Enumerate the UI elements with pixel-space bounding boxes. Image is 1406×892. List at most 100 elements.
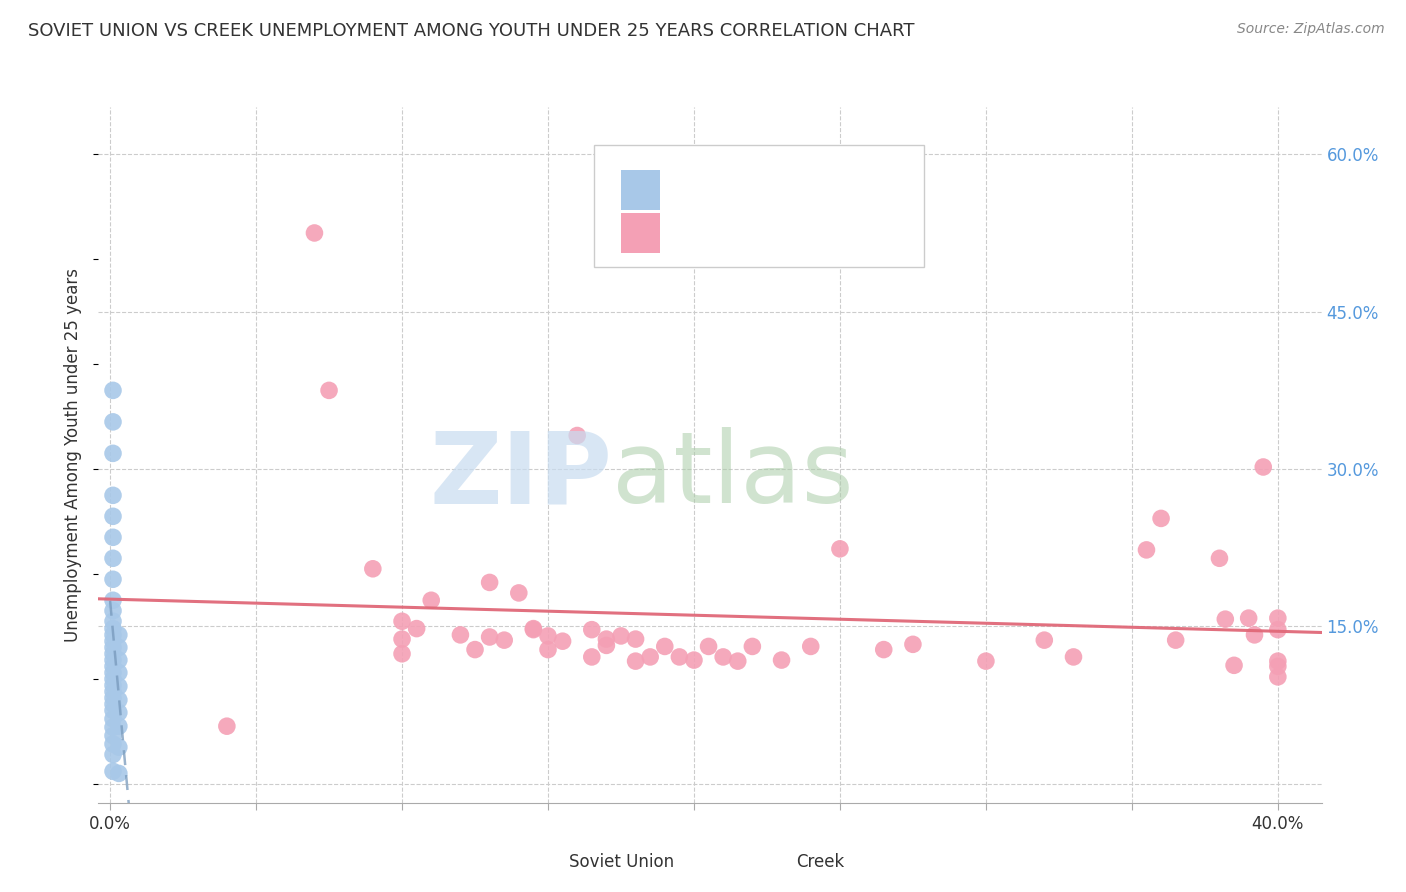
Point [101,712,124,726]
Point [508,586,530,600]
Point [551,634,574,648]
Point [610,629,633,643]
Point [101,678,124,692]
Point [101,659,124,673]
Point [1135,542,1157,557]
Point [101,640,124,655]
Point [318,384,340,398]
Point [595,639,617,653]
Point [101,604,124,618]
Point [1267,611,1289,625]
Text: R =: R = [669,177,706,194]
Point [449,628,471,642]
Point [683,653,706,667]
Point [405,622,427,636]
Point [101,384,124,398]
Point [108,766,131,780]
Point [101,488,124,502]
Point [215,719,238,733]
Point [108,640,131,655]
Point [1164,633,1187,648]
Point [1267,623,1289,637]
Point [1208,551,1230,566]
Point [770,653,793,667]
Text: Creek: Creek [796,853,844,871]
Point [101,647,124,661]
Point [304,226,326,240]
Point [478,630,501,644]
Point [654,640,676,654]
Point [537,629,560,643]
Text: N =: N = [799,177,835,194]
Point [101,720,124,734]
Text: ZIP: ZIP [429,427,612,524]
Point [1033,633,1056,648]
Point [101,764,124,779]
Point [101,593,124,607]
FancyBboxPatch shape [526,852,561,874]
Point [391,632,413,646]
Point [1267,659,1289,673]
Point [624,632,647,646]
Point [828,541,851,556]
FancyBboxPatch shape [620,169,659,210]
Point [697,640,720,654]
Point [901,637,924,651]
Point [108,740,131,755]
Point [741,640,763,654]
Point [101,737,124,751]
Point [522,622,544,636]
Point [1267,670,1289,684]
Text: 41: 41 [838,177,859,194]
Point [101,703,124,717]
Point [101,747,124,762]
Point [101,672,124,686]
Point [108,706,131,720]
Text: SOVIET UNION VS CREEK UNEMPLOYMENT AMONG YOUTH UNDER 25 YEARS CORRELATION CHART: SOVIET UNION VS CREEK UNEMPLOYMENT AMONG… [28,22,915,40]
Point [478,575,501,590]
Point [101,653,124,667]
Point [108,693,131,707]
Point [1063,649,1085,664]
Point [974,654,997,668]
Text: 58: 58 [838,225,859,243]
Text: Soviet Union: Soviet Union [569,853,675,871]
Point [420,593,443,607]
Text: N =: N = [799,225,835,243]
Point [108,653,131,667]
Point [101,684,124,698]
Point [101,690,124,705]
Point [108,719,131,733]
Point [595,632,617,646]
Point [873,642,896,657]
Point [522,623,544,637]
Point [1243,628,1265,642]
Point [668,649,690,664]
FancyBboxPatch shape [593,145,924,267]
Point [1213,612,1236,626]
Point [1251,460,1274,475]
Text: -0.038: -0.038 [716,177,769,194]
Text: Source: ZipAtlas.com: Source: ZipAtlas.com [1237,22,1385,37]
Text: 0.120: 0.120 [716,225,763,243]
FancyBboxPatch shape [752,852,787,874]
Point [101,628,124,642]
Point [1150,511,1173,525]
Point [101,614,124,628]
Point [581,623,603,637]
Point [108,665,131,680]
Text: atlas: atlas [612,427,853,524]
Point [1237,611,1260,625]
Point [101,415,124,429]
Point [101,551,124,566]
Point [101,509,124,524]
Point [494,633,516,648]
Point [108,679,131,693]
Point [101,530,124,544]
Point [711,649,734,664]
Point [101,622,124,636]
Point [101,634,124,648]
Point [567,428,589,442]
Point [101,665,124,680]
Point [624,654,647,668]
